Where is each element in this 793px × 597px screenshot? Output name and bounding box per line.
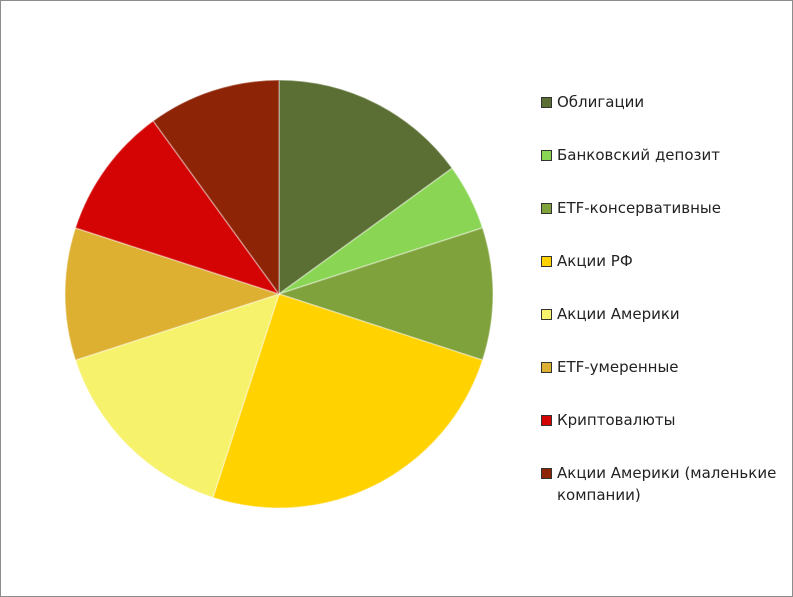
legend-label: Акции Америки <box>557 305 680 323</box>
legend-item: Акции РФ <box>541 250 786 303</box>
legend-swatch <box>541 309 552 320</box>
pie-slice <box>276 226 494 362</box>
legend-item: Акции Америки <box>541 303 786 356</box>
legend-swatch <box>541 415 552 426</box>
pie-slice <box>152 79 280 297</box>
legend-item: Криптовалюты <box>541 409 786 462</box>
legend: Облигации Банковский депозит ETF-консерват… <box>541 91 786 515</box>
legend-label: Акции РФ <box>557 252 633 270</box>
legend-item: Банковский депозит <box>541 144 786 197</box>
legend-label: Криптовалюты <box>557 411 676 429</box>
legend-swatch <box>541 362 552 373</box>
pie-slice <box>74 292 281 499</box>
legend-item: ETF-умеренные <box>541 356 786 409</box>
pie-slice <box>278 167 484 295</box>
pie-slice <box>211 293 484 509</box>
legend-swatch <box>541 203 552 214</box>
pie-slice <box>74 119 281 296</box>
legend-label: Акции Америки (маленькие компании) <box>557 464 777 504</box>
legend-label: Облигации <box>557 93 645 111</box>
pie-slice <box>64 226 282 362</box>
legend-item: Облигации <box>541 91 786 144</box>
legend-label: ETF-консервативные <box>557 199 721 217</box>
legend-label: ETF-умеренные <box>557 358 679 376</box>
pie-slice <box>278 79 454 296</box>
legend-swatch <box>541 256 552 267</box>
legend-swatch <box>541 150 552 161</box>
legend-item: Акции Америки (маленькие компании) <box>541 462 786 515</box>
pie-area <box>64 79 494 509</box>
legend-swatch <box>541 97 552 108</box>
legend-swatch <box>541 468 552 479</box>
legend-label: Банковский депозит <box>557 146 720 164</box>
legend-item: ETF-консервативные <box>541 197 786 250</box>
